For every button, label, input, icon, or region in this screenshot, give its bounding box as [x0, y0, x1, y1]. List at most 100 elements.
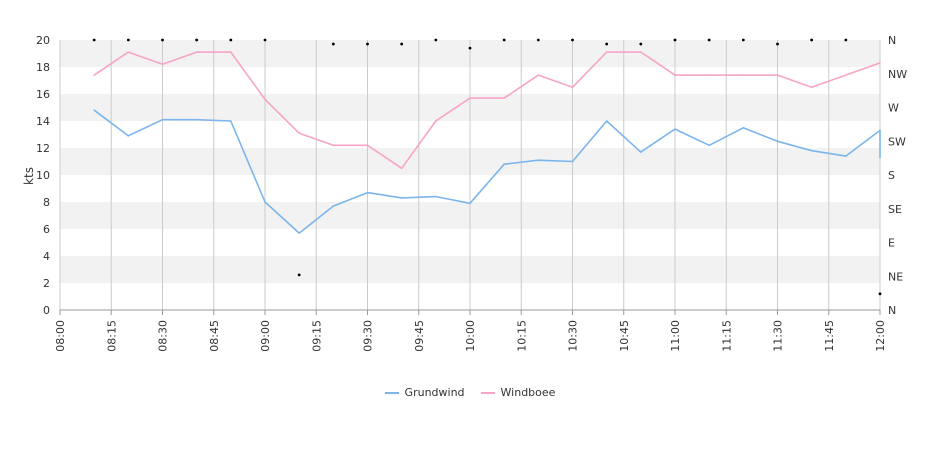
- direction-point: [878, 292, 882, 296]
- data-point-windboee: [230, 51, 232, 53]
- data-point-grundwind: [605, 120, 608, 122]
- data-point-windboee: [845, 74, 847, 76]
- direction-point: [571, 38, 574, 42]
- data-point-windboee: [469, 97, 471, 99]
- data-point-grundwind: [708, 144, 710, 147]
- data-point-windboee: [435, 120, 437, 122]
- direction-point: [776, 42, 779, 46]
- direction-point: [263, 38, 267, 42]
- data-point-grundwind: [298, 232, 300, 234]
- legend-swatch-windboee: [480, 391, 495, 394]
- data-point-grundwind: [400, 197, 403, 199]
- data-point-windboee: [742, 74, 745, 76]
- y2-tick-label: N: [888, 304, 896, 317]
- x-tick-label: 11:30: [772, 320, 785, 352]
- x-tick-label: 10:45: [618, 320, 631, 352]
- x-tick-label: 11:00: [669, 320, 682, 352]
- direction-point: [468, 46, 472, 50]
- data-point-grundwind: [879, 129, 881, 132]
- y-tick-label: 18: [36, 61, 50, 74]
- data-point-grundwind: [161, 118, 164, 121]
- data-point-grundwind: [810, 149, 813, 152]
- y2-tick-label: W: [888, 102, 899, 115]
- series-layer: [93, 51, 881, 234]
- legend-item-windboee[interactable]: Windboee: [480, 386, 556, 399]
- data-point-windboee: [776, 74, 779, 76]
- direction-point: [605, 42, 609, 46]
- y2-tick-label: SE: [888, 203, 902, 216]
- data-point-grundwind: [503, 163, 505, 165]
- direction-point: [536, 38, 540, 42]
- direction-point: [297, 273, 301, 277]
- data-point-grundwind: [742, 126, 745, 129]
- direction-point: [639, 42, 643, 46]
- x-tick-label: 11:15: [720, 320, 733, 352]
- data-point-grundwind: [366, 191, 369, 194]
- data-point-windboee: [571, 86, 574, 89]
- legend-label-windboee: Windboee: [500, 386, 556, 399]
- x-tick-label: 08:45: [208, 320, 221, 352]
- y2-tick-label: SW: [888, 135, 906, 148]
- data-point-windboee: [298, 132, 300, 134]
- x-tick-label: 09:15: [310, 320, 323, 352]
- direction-point: [810, 38, 814, 42]
- data-point-windboee: [674, 74, 676, 76]
- data-point-grundwind: [230, 120, 232, 122]
- data-point-windboee: [879, 62, 881, 64]
- data-point-windboee: [332, 144, 335, 147]
- x-tick-label: 11:45: [823, 320, 836, 352]
- data-point-grundwind: [469, 202, 471, 205]
- x-tick-label: 10:30: [567, 320, 580, 352]
- data-point-grundwind: [537, 159, 540, 161]
- direction-point: [741, 38, 745, 42]
- direction-point: [673, 38, 677, 42]
- data-point-grundwind: [674, 128, 676, 130]
- data-point-grundwind: [845, 155, 847, 157]
- data-point-windboee: [605, 51, 608, 53]
- y-tick-label: 4: [43, 250, 50, 263]
- y-tick-label: 6: [43, 223, 50, 236]
- y-tick-label: 12: [36, 142, 50, 155]
- data-point-windboee: [127, 51, 130, 53]
- direction-point: [161, 38, 164, 42]
- x-tick-label: 10:15: [515, 320, 528, 352]
- direction-point: [126, 38, 130, 42]
- legend: Grundwind Windboee: [0, 386, 940, 399]
- data-point-windboee: [640, 51, 642, 53]
- data-point-windboee: [537, 74, 540, 76]
- direction-points: [92, 38, 882, 296]
- data-point-grundwind: [571, 160, 574, 163]
- x-tick-label: 09:00: [259, 320, 272, 352]
- direction-point: [366, 42, 369, 46]
- y-tick-label: 10: [36, 169, 50, 182]
- x-tick-label: 09:45: [413, 320, 426, 352]
- data-point-grundwind: [93, 109, 95, 111]
- direction-point: [92, 38, 96, 42]
- series-line-windboee: [93, 51, 881, 170]
- legend-label-grundwind: Grundwind: [404, 386, 465, 399]
- data-point-windboee: [810, 86, 813, 89]
- legend-item-grundwind[interactable]: Grundwind: [384, 386, 465, 399]
- data-point-grundwind: [879, 156, 881, 159]
- data-point-windboee: [161, 63, 164, 66]
- y2-tick-label: N: [888, 34, 896, 47]
- y-axis-label: kts: [22, 167, 36, 185]
- y-tick-label: 2: [43, 277, 50, 290]
- y2-tick-label: NW: [888, 68, 907, 81]
- x-tick-label: 10:00: [464, 320, 477, 352]
- legend-swatch-grundwind: [384, 391, 399, 394]
- x-tick-label: 08:30: [157, 320, 170, 352]
- direction-point: [229, 38, 233, 42]
- data-point-windboee: [93, 74, 95, 76]
- y2-tick-label: NE: [888, 270, 903, 283]
- y-tick-label: 8: [43, 196, 50, 209]
- data-point-windboee: [195, 51, 198, 53]
- direction-point: [434, 38, 438, 42]
- y-tick-label: 16: [36, 88, 50, 101]
- data-point-grundwind: [435, 195, 437, 198]
- data-point-windboee: [366, 144, 369, 147]
- x-tick-label: 09:30: [362, 320, 375, 352]
- data-point-windboee: [708, 74, 710, 76]
- y-tick-label: 20: [36, 34, 50, 47]
